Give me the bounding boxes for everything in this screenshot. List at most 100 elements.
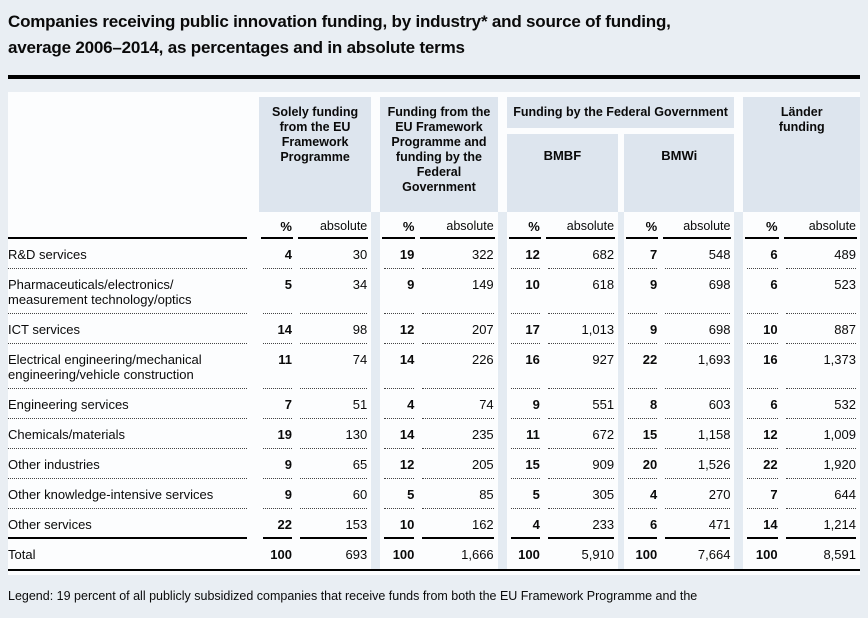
table-row: Other industries 9 65 12 205 15 909 20 1…: [8, 449, 860, 479]
percent-cell: 22: [624, 344, 661, 389]
percent-cell: 14: [259, 314, 296, 344]
percent-cell: 100: [380, 539, 419, 571]
column-gap: [734, 344, 744, 389]
absolute-cell: 85: [418, 479, 497, 509]
column-gap: [734, 239, 744, 269]
percent-cell: 15: [507, 449, 544, 479]
absolute-cell: 305: [544, 479, 618, 509]
absolute-header: absolute: [661, 212, 734, 239]
absolute-cell: 74: [418, 389, 497, 419]
percent-cell: 9: [507, 389, 544, 419]
column-gap: [618, 539, 625, 571]
absolute-cell: 207: [418, 314, 497, 344]
absolute-cell: 153: [296, 509, 371, 539]
column-gap: [497, 314, 507, 344]
column-gap: [497, 539, 507, 571]
table-row: Other knowledge-intensive services 9 60 …: [8, 479, 860, 509]
percent-header: %: [259, 212, 296, 239]
percent-cell: 7: [743, 479, 781, 509]
column-gap: [618, 449, 625, 479]
percent-cell: 9: [624, 269, 661, 314]
row-label: Pharmaceuticals/electronics/ measurement…: [8, 269, 259, 314]
percent-cell: 4: [624, 479, 661, 509]
absolute-cell: 698: [661, 269, 734, 314]
absolute-cell: 162: [418, 509, 497, 539]
percent-cell: 6: [743, 269, 781, 314]
column-gap: [497, 389, 507, 419]
absolute-cell: 51: [296, 389, 371, 419]
column-gap: [497, 449, 507, 479]
percent-cell: 14: [380, 419, 418, 449]
absolute-cell: 235: [418, 419, 497, 449]
absolute-cell: 8,591: [781, 539, 860, 571]
column-gap: [497, 479, 507, 509]
column-group-header-eu-and-federal: Funding from the EU Framework Programme …: [380, 97, 498, 212]
column-gap: [734, 479, 744, 509]
percent-cell: 16: [507, 344, 544, 389]
row-label: Total: [8, 539, 259, 571]
absolute-header: absolute: [418, 212, 497, 239]
absolute-cell: 1,214: [782, 509, 860, 539]
absolute-cell: 233: [544, 509, 618, 539]
percent-cell: 4: [507, 509, 544, 539]
percent-cell: 10: [507, 269, 544, 314]
table-row: Pharmaceuticals/electronics/ measurement…: [8, 269, 860, 314]
absolute-cell: 1,526: [661, 449, 734, 479]
absolute-cell: 698: [661, 314, 734, 344]
absolute-cell: 887: [782, 314, 860, 344]
percent-cell: 5: [259, 269, 296, 314]
percent-cell: 12: [380, 449, 418, 479]
column-group-header-laender: Länder funding: [743, 97, 860, 212]
percent-cell: 100: [506, 539, 544, 571]
absolute-header: absolute: [296, 212, 371, 239]
page-title: Companies receiving public innovation fu…: [8, 9, 860, 61]
table-row: Chemicals/materials 19 130 14 235 11 672…: [8, 419, 860, 449]
column-gap: [497, 239, 507, 269]
column-group-header-federal: Funding by the Federal Government: [506, 97, 735, 134]
column-gap: [497, 344, 507, 389]
row-label: ICT services: [8, 314, 259, 344]
percent-cell: 8: [624, 389, 661, 419]
absolute-cell: 130: [296, 419, 371, 449]
total-row: Total 100 693 100 1,666 100 5,910 100 7,…: [8, 539, 860, 571]
column-gap: [618, 509, 625, 539]
table-row: ICT services 14 98 12 207 17 1,013 9 698…: [8, 314, 860, 344]
percent-cell: 19: [380, 239, 418, 269]
absolute-cell: 30: [296, 239, 371, 269]
percent-cell: 100: [624, 539, 662, 571]
report-page: Companies receiving public innovation fu…: [8, 9, 860, 603]
absolute-header: absolute: [782, 212, 860, 239]
absolute-cell: 1,009: [782, 419, 860, 449]
percent-cell: 9: [624, 314, 661, 344]
percent-cell: 10: [743, 314, 781, 344]
column-gap: [371, 344, 381, 389]
absolute-cell: 927: [544, 344, 618, 389]
percent-cell: 7: [624, 239, 661, 269]
table-panel: Solely funding from the EU Framework Pro…: [8, 92, 860, 575]
column-gap: [497, 212, 507, 239]
table-row: R&D services 4 30 19 322 12 682 7 548 6 …: [8, 239, 860, 269]
absolute-cell: 548: [661, 239, 734, 269]
percent-cell: 19: [259, 419, 296, 449]
sub-column-header-bmbf: BMBF: [506, 134, 619, 212]
absolute-cell: 489: [782, 239, 860, 269]
absolute-cell: 471: [661, 509, 734, 539]
percent-cell: 16: [743, 344, 781, 389]
column-gap: [371, 449, 381, 479]
percent-cell: 4: [380, 389, 418, 419]
absolute-cell: 270: [661, 479, 734, 509]
percent-cell: 6: [624, 509, 661, 539]
percent-cell: 12: [743, 419, 781, 449]
column-gap: [734, 314, 744, 344]
percent-header: %: [743, 212, 781, 239]
absolute-cell: 1,013: [544, 314, 618, 344]
absolute-cell: 551: [544, 389, 618, 419]
percent-cell: 22: [259, 509, 296, 539]
column-gap: [734, 389, 744, 419]
percent-cell: 9: [380, 269, 418, 314]
percent-cell: 4: [259, 239, 296, 269]
legend-text: Legend: 19 percent of all publicly subsi…: [8, 589, 698, 603]
absolute-cell: 205: [418, 449, 497, 479]
column-gap: [734, 269, 744, 314]
percent-cell: 22: [743, 449, 781, 479]
